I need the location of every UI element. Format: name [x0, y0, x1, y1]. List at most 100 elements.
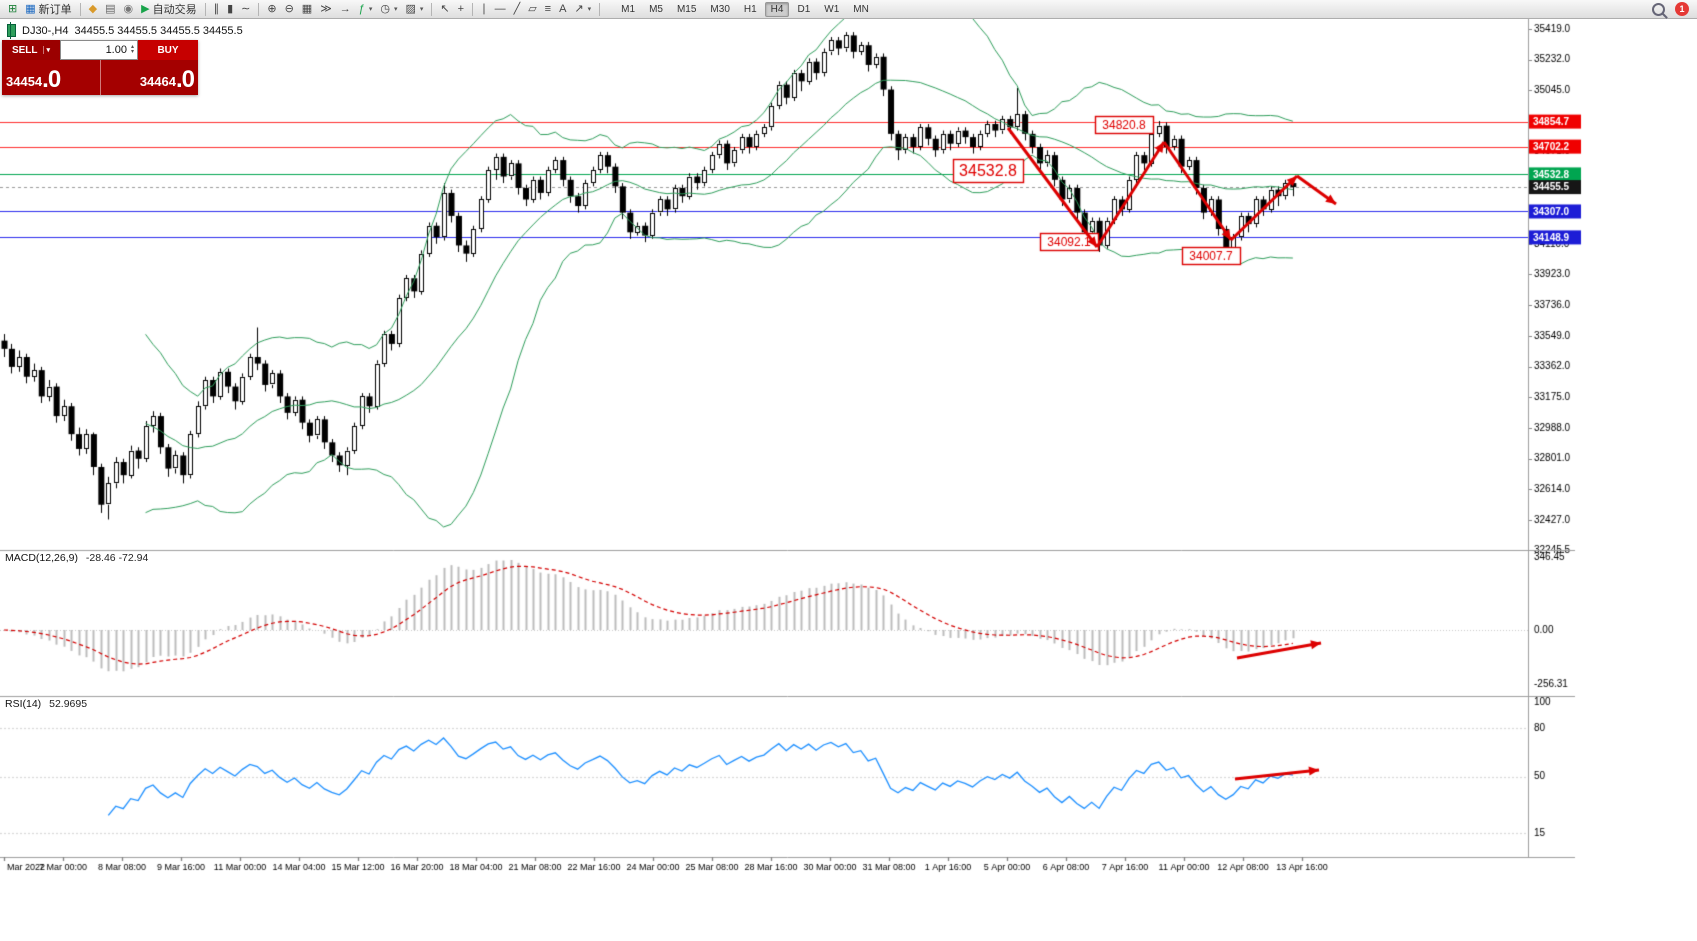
- bar-chart-mode-icon-button[interactable]: ∥: [210, 0, 224, 19]
- indicators-icon: ƒ: [358, 2, 365, 15]
- timeframe-m15-button[interactable]: M15: [676, 3, 697, 15]
- line-chart-mode-icon: ∼: [241, 2, 251, 15]
- vertical-line-icon-button[interactable]: ∣: [477, 0, 491, 19]
- chart-shift-icon: →: [339, 2, 351, 15]
- new-chart-icon-button[interactable]: ⊞: [4, 0, 21, 19]
- toolbar-separator: [79, 2, 81, 16]
- trendline-icon-button[interactable]: ╱: [510, 0, 525, 19]
- fibonacci-icon: ≡: [544, 2, 552, 15]
- channel-icon: ▱: [528, 2, 537, 15]
- buy-price-main: 34464: [139, 74, 176, 89]
- candlestick-mode-icon-button[interactable]: ▮: [223, 0, 237, 19]
- volume-spin-buttons[interactable]: ▴ ▾: [130, 44, 134, 55]
- arrow-object-dropdown-icon[interactable]: ▾: [587, 6, 592, 13]
- sell-button-label: SELL: [11, 44, 38, 56]
- macd-label: MACD(12,26,9): [5, 552, 78, 564]
- rsi-label: RSI(14): [5, 698, 42, 710]
- zoom-in-icon-button[interactable]: ⊕: [263, 0, 280, 19]
- sell-price[interactable]: 34454 .0: [2, 60, 101, 95]
- zoom-out-icon: ⊖: [284, 2, 294, 15]
- volume-down-icon[interactable]: ▾: [130, 49, 134, 55]
- cursor-icon: ↖: [440, 2, 450, 15]
- sell-dropdown-icon[interactable]: ▾: [42, 46, 50, 54]
- timeframe-mn-button[interactable]: MN: [853, 3, 869, 15]
- toolbar-left-group: ⊞ ▦ 新订单 ◆ ▤ ◉ ▶ 自动交易 ∥ ▮ ∼ ⊕ ⊖ ▦ ≫ → ƒ ▾ ◷ ▾ ▨ ▾ ↖ + ∣ ― ╱ ▱ ≡ A ↗ ▾: [4, 0, 604, 19]
- trendline-icon: ╱: [513, 2, 521, 15]
- auto-trading-icon: ▶: [141, 2, 150, 15]
- sell-price-main: 34454: [6, 74, 43, 89]
- buy-price-big-digits: .0: [175, 66, 195, 93]
- bar-chart-mode-icon: ∥: [213, 2, 220, 15]
- notification-badge[interactable]: 1: [1675, 2, 1689, 16]
- text-label-icon-button[interactable]: A: [555, 0, 570, 19]
- print-icon: ▤: [105, 2, 116, 15]
- one-click-trading-panel: SELL ▾ 1.00 ▴ ▾ BUY 34454 .0 34464 .0: [2, 40, 198, 95]
- line-chart-mode-icon-button[interactable]: ∼: [237, 0, 254, 19]
- candle-icon: [7, 22, 16, 39]
- crosshair-icon-button[interactable]: +: [454, 0, 468, 19]
- sell-price-big-digits: .0: [42, 66, 61, 93]
- chart-shift-icon-button[interactable]: →: [336, 0, 355, 19]
- new-order-icon: ▦: [25, 2, 36, 15]
- toolbar-separator: [599, 2, 601, 16]
- horizontal-line-icon-button[interactable]: ―: [491, 0, 510, 19]
- symbol-info: DJ30-,H4 34455.5 34455.5 34455.5 34455.5: [7, 22, 243, 39]
- crosshair-icon: +: [457, 2, 465, 15]
- periods-icon-button[interactable]: ◷ ▾: [376, 0, 401, 19]
- print-icon-button[interactable]: ▤: [101, 0, 119, 19]
- timeframe-m30-button[interactable]: M30: [710, 3, 730, 15]
- indicators-icon-button[interactable]: ƒ ▾: [355, 0, 377, 19]
- favorites-icon: ◆: [88, 2, 98, 15]
- snapshot-icon-button[interactable]: ◉: [120, 0, 138, 19]
- zoom-out-icon-button[interactable]: ⊖: [281, 0, 298, 19]
- new-chart-icon: ⊞: [8, 2, 18, 15]
- text-label-icon: A: [559, 2, 567, 15]
- macd-indicator-title: MACD(12,26,9) -28.46 -72.94: [5, 552, 148, 564]
- vertical-line-icon: ∣: [481, 2, 487, 15]
- timeframe-w1-button[interactable]: W1: [824, 3, 840, 15]
- periods-icon: ◷: [380, 2, 390, 15]
- timeframe-d1-button[interactable]: D1: [797, 3, 811, 15]
- timeframe-m1-button[interactable]: M1: [621, 3, 636, 15]
- buy-price[interactable]: 34464 .0: [101, 60, 199, 95]
- auto-trading-button[interactable]: ▶ 自动交易: [137, 0, 200, 19]
- rsi-value: 52.9695: [49, 698, 88, 710]
- toolbar-right-group: 1: [1652, 2, 1693, 16]
- horizontal-line-icon: ―: [494, 2, 506, 15]
- search-icon[interactable]: [1652, 2, 1665, 16]
- periods-dropdown-icon[interactable]: ▾: [393, 6, 398, 13]
- favorites-icon-button[interactable]: ◆: [85, 0, 101, 19]
- toolbar-separator: [204, 2, 206, 16]
- templates-dropdown-icon[interactable]: ▾: [419, 6, 424, 13]
- new-order-label: 新订单: [38, 4, 72, 16]
- auto-scroll-icon: ≫: [320, 2, 332, 15]
- toolbar-separator: [472, 2, 474, 16]
- auto-scroll-icon-button[interactable]: ≫: [316, 0, 336, 19]
- channel-icon-button[interactable]: ▱: [524, 0, 540, 19]
- cursor-icon-button[interactable]: ↖: [436, 0, 453, 19]
- sell-button[interactable]: SELL ▾: [2, 40, 60, 60]
- fibonacci-icon-button[interactable]: ≡: [541, 0, 555, 19]
- arrow-object-icon-button[interactable]: ↗ ▾: [570, 0, 595, 19]
- templates-icon: ▨: [405, 2, 416, 15]
- snapshot-icon: ◉: [123, 2, 134, 15]
- volume-stepper[interactable]: 1.00 ▴ ▾: [60, 40, 138, 60]
- new-order-button[interactable]: ▦ 新订单: [21, 0, 75, 19]
- price-chart-canvas[interactable]: [0, 19, 1697, 876]
- timeframe-h4-button[interactable]: H4: [764, 1, 790, 17]
- candlestick-mode-icon: ▮: [227, 2, 234, 15]
- toolbar-separator: [258, 2, 260, 16]
- buy-button[interactable]: BUY: [138, 40, 198, 60]
- templates-icon-button[interactable]: ▨ ▾: [401, 0, 427, 19]
- auto-trading-label: 自动交易: [152, 4, 197, 16]
- timeframe-h1-button[interactable]: H1: [743, 3, 757, 15]
- tile-windows-icon: ▦: [301, 2, 313, 15]
- indicators-dropdown-icon[interactable]: ▾: [368, 6, 373, 13]
- zoom-in-icon: ⊕: [267, 2, 277, 15]
- volume-value[interactable]: 1.00: [105, 44, 127, 56]
- tile-windows-icon-button[interactable]: ▦: [298, 0, 316, 19]
- timeframe-m5-button[interactable]: M5: [649, 3, 663, 15]
- timeframe-toolbar: M1 M5 M15 M30 H1 H4 D1 W1 MN: [614, 1, 876, 17]
- toolbar-separator: [431, 2, 433, 16]
- volume-up-icon[interactable]: ▴: [130, 44, 134, 50]
